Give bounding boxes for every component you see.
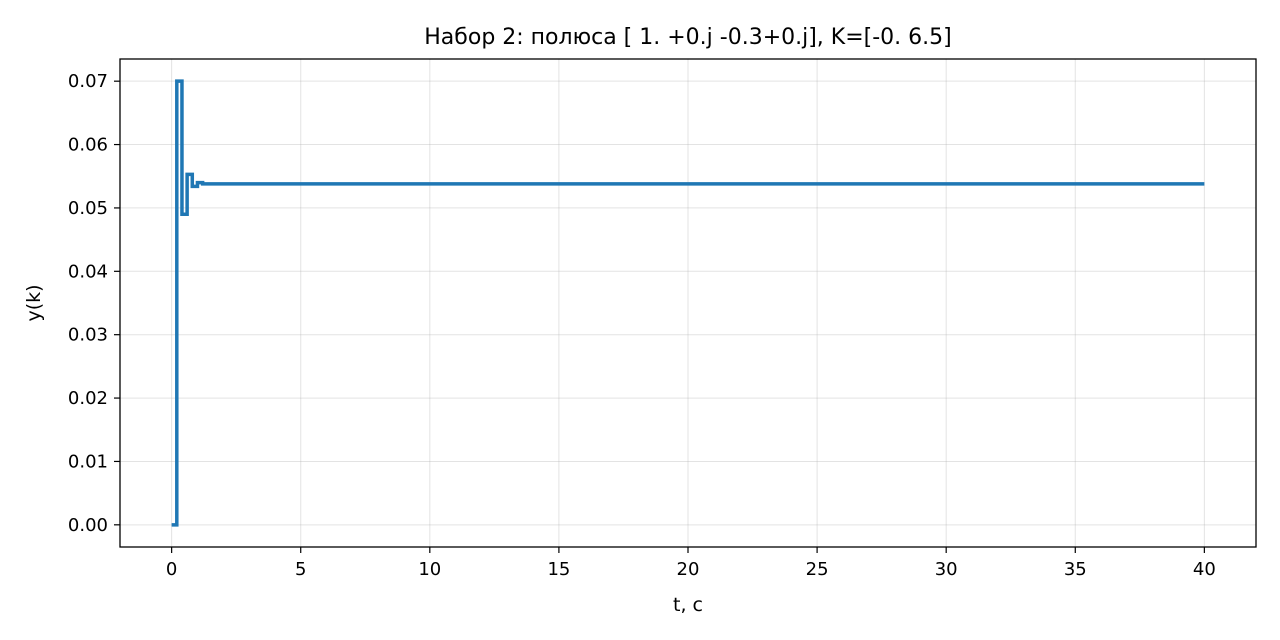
x-tick-label: 25 (806, 559, 829, 580)
y-tick-label: 0.02 (68, 388, 108, 409)
x-tick-label: 10 (418, 559, 441, 580)
y-tick-label: 0.07 (68, 71, 108, 92)
x-tick-label: 30 (935, 559, 958, 580)
chart-title: Набор 2: полюса [ 1. +0.j -0.3+0.j], K=[… (424, 25, 951, 50)
y-tick-label: 0.04 (68, 261, 108, 282)
y-axis-label: y(k) (23, 284, 45, 321)
grid (120, 59, 1256, 547)
y-tick-label: 0.01 (68, 451, 108, 472)
x-tick-label: 40 (1193, 559, 1216, 580)
y-axis: 0.00 0.01 0.02 0.03 0.04 0.05 0.06 0.07 (68, 71, 120, 536)
x-axis: 0 5 10 15 20 25 30 35 40 (166, 547, 1216, 580)
x-tick-label: 35 (1064, 559, 1087, 580)
x-tick-label: 5 (295, 559, 306, 580)
y-tick-label: 0.00 (68, 515, 108, 536)
y-tick-label: 0.05 (68, 198, 108, 219)
x-axis-label: t, c (673, 594, 703, 616)
x-tick-label: 15 (547, 559, 570, 580)
x-tick-label: 0 (166, 559, 177, 580)
x-tick-label: 20 (677, 559, 700, 580)
series-line (171, 79, 1205, 527)
series-layer (171, 79, 1205, 527)
y-tick-label: 0.06 (68, 135, 108, 156)
y-tick-label: 0.03 (68, 325, 108, 346)
